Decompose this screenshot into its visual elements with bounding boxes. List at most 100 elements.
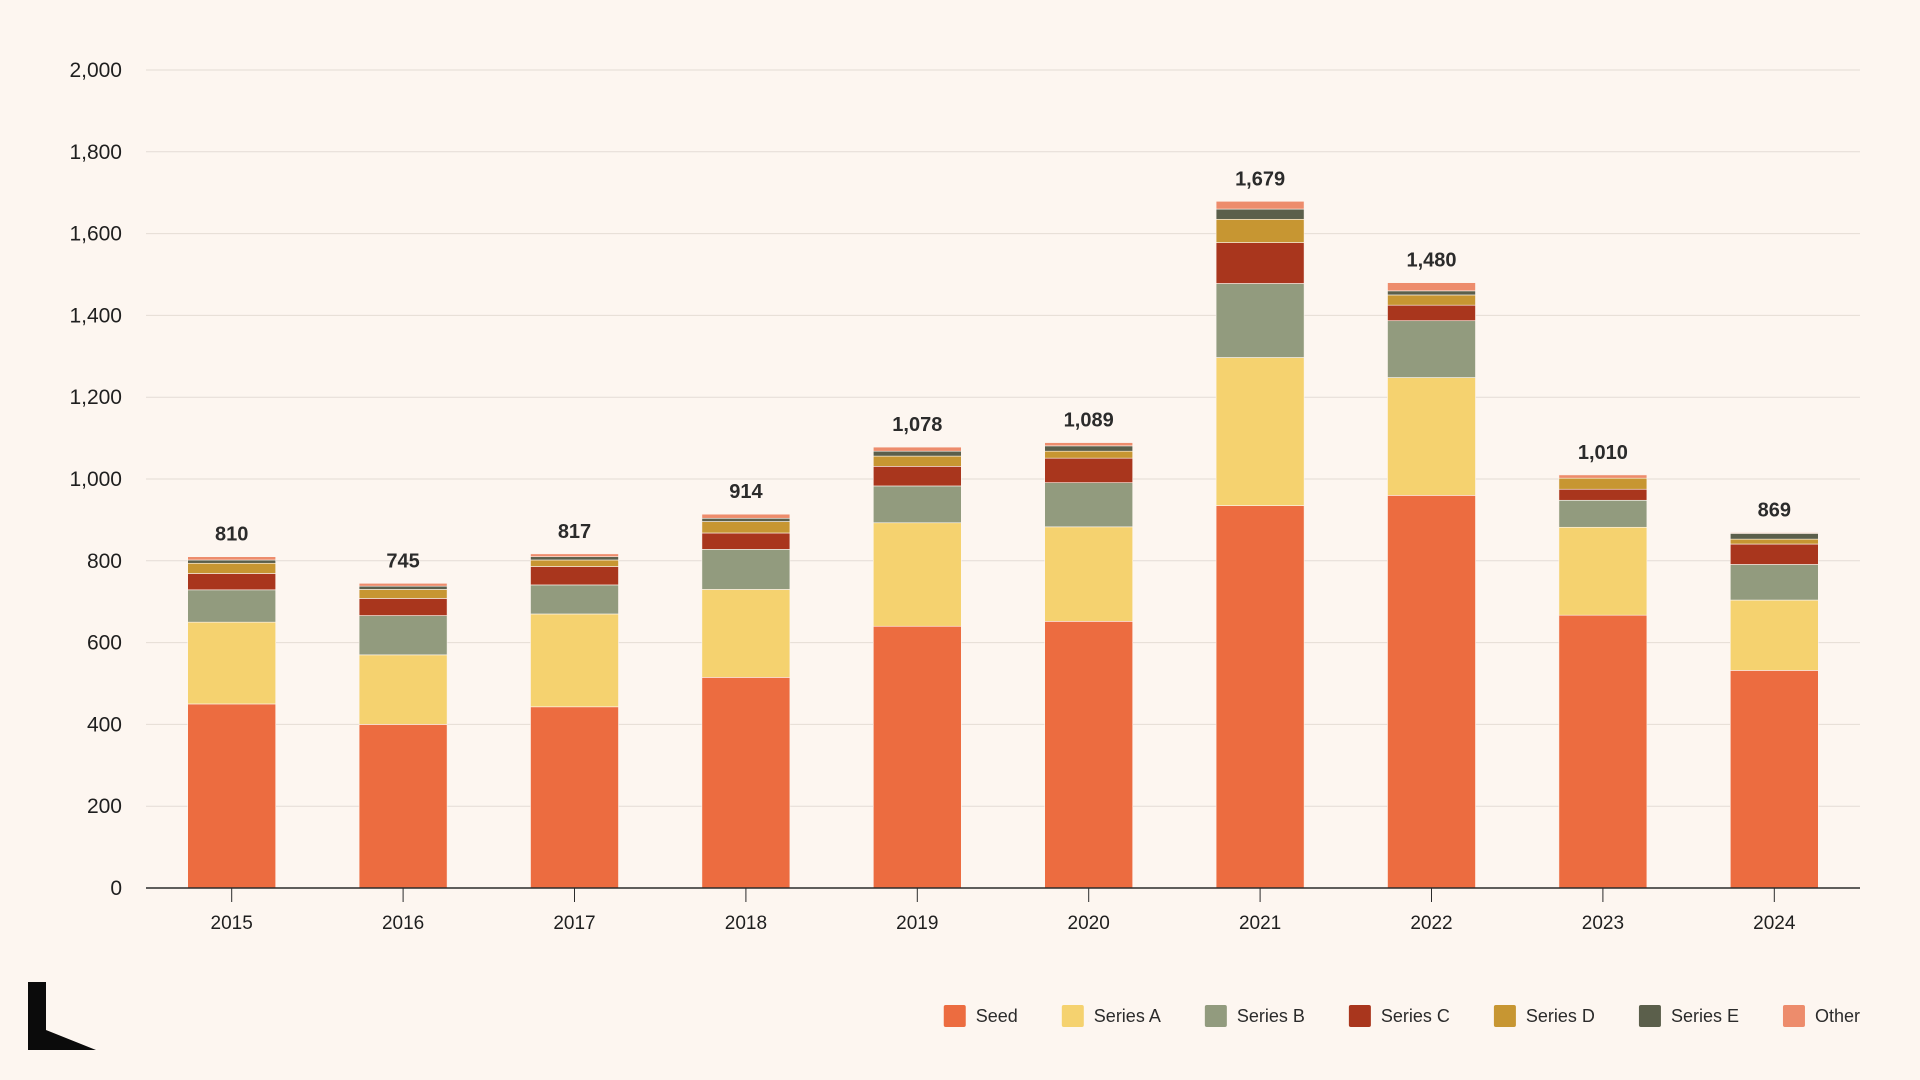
total-label-2023: 1,010 [1578,442,1628,464]
bar-series-a-2022 [1387,377,1476,496]
bar-series-d-2016 [358,589,448,599]
y-tick-label: 1,200 [69,386,122,409]
total-label-2018: 914 [729,481,763,503]
bar-series-c-2016 [358,598,448,616]
total-label-2016: 745 [386,550,419,572]
legend-label: Series C [1381,1006,1450,1026]
bar-series-e-2021 [1215,208,1305,220]
bar-series-b-2017 [530,584,619,615]
bar-series-b-2021 [1215,283,1305,358]
legend-swatch [1061,1005,1084,1027]
bar-series-c-2023 [1558,488,1648,501]
bar-series-a-2015 [187,621,276,705]
bar-other-2020 [1044,442,1133,447]
legend-swatch [1204,1005,1227,1027]
bar-other-2015 [187,556,276,561]
bar-seed-2015 [187,703,276,889]
x-tick-label-2019: 2019 [896,913,938,934]
bar-series-b-2018 [701,549,791,590]
legend-item-series-d: Series D [1493,1005,1595,1027]
legend-swatch [943,1005,966,1027]
bar-series-b-2024 [1730,564,1819,601]
bar-seed-2021 [1215,505,1305,889]
legend-swatch [1782,1005,1805,1027]
bar-series-d-2023 [1558,477,1648,490]
bar-series-c-2019 [872,466,962,487]
bar-series-a-2021 [1215,357,1305,506]
bar-series-c-2020 [1044,457,1133,483]
bar-series-e-2019 [872,450,962,457]
bar-series-d-2017 [530,559,619,567]
legend-swatch [1638,1005,1661,1027]
legend-item-seed: Seed [943,1005,1018,1027]
legend-item-series-e: Series E [1638,1005,1739,1027]
x-axis: 2015 2016 2017 2018 2019 2020 2021 2022 2023 2024 [146,887,1860,934]
bar-series-d-2015 [187,562,276,574]
bar-other-2023 [1558,474,1648,479]
bar-seed-2020 [1044,621,1133,889]
bar-series-d-2022 [1387,294,1476,306]
bar-series-e-2022 [1387,290,1476,296]
y-tick-label: 1,600 [69,223,122,246]
bar-series-a-2019 [872,522,962,627]
y-axis: 0 200 400 600 800 1,000 1,200 1,400 1,600 1,800 2,… [69,59,122,900]
bar-seed-2019 [872,625,962,889]
bar-series-d-2020 [1044,450,1133,459]
bar-series-c-2015 [187,573,276,591]
y-tick-label: 200 [87,795,122,818]
y-tick-label: 1,800 [69,141,122,164]
bar-series-c-2021 [1215,242,1305,284]
bar-series-a-2017 [530,613,619,708]
bar-series-b-2020 [1044,482,1133,528]
bar-other-2022 [1387,282,1476,292]
bar-series-c-2022 [1387,304,1476,322]
legend-swatch [1348,1005,1371,1027]
legend-label: Series E [1671,1006,1739,1026]
bar-series-a-2024 [1730,599,1819,671]
bar-series-e-2016 [358,585,448,590]
legend-item-series-b: Series B [1204,1005,1305,1027]
bar-series-d-2024 [1730,538,1819,545]
y-tick-label: 2,000 [69,59,122,82]
bar-series-c-2024 [1730,543,1819,565]
y-tick-label: 1,000 [69,468,122,491]
y-tick-label: 0 [110,877,122,900]
bar-series-d-2018 [701,521,791,534]
bar-series-b-2015 [187,589,276,623]
bar-series-b-2023 [1558,499,1648,528]
bar-seed-2017 [530,706,619,889]
bar-series-c-2018 [701,532,791,550]
bar-series-e-2020 [1044,445,1133,452]
legend-swatch [1493,1005,1516,1027]
x-tick-label-2016: 2016 [382,913,424,934]
bar-other-2017 [530,553,619,558]
bar-series-e-2017 [530,556,619,561]
legend-label: Series B [1237,1006,1305,1026]
bar-other-2019 [872,446,962,452]
total-label-2015: 810 [215,524,248,546]
bar-series-e-2024 [1730,533,1819,540]
bar-series-b-2022 [1387,320,1476,378]
bar-series-a-2020 [1044,526,1133,622]
x-tick-label-2015: 2015 [211,913,253,934]
brand-logo-icon [28,982,96,1050]
bar-series-e-2018 [701,517,791,522]
bar-series-b-2016 [358,615,448,656]
x-tick-label-2024: 2024 [1753,913,1796,934]
y-tick-label: 600 [87,632,122,655]
bar-seed-2016 [358,724,448,889]
total-label-2017: 817 [558,521,591,543]
legend-item-other: Other [1782,1005,1860,1027]
bar-seed-2024 [1730,670,1819,889]
bar-series-a-2023 [1558,526,1648,616]
bar-other-2021 [1215,200,1305,210]
bars [187,200,1819,889]
bar-series-a-2018 [701,589,791,678]
total-label-2021: 1,679 [1235,168,1285,190]
x-tick-label-2018: 2018 [725,913,767,934]
y-tick-label: 1,400 [69,304,122,327]
bar-series-d-2019 [872,455,962,467]
bar-other-2018 [701,513,791,519]
bar-series-d-2021 [1215,218,1305,243]
